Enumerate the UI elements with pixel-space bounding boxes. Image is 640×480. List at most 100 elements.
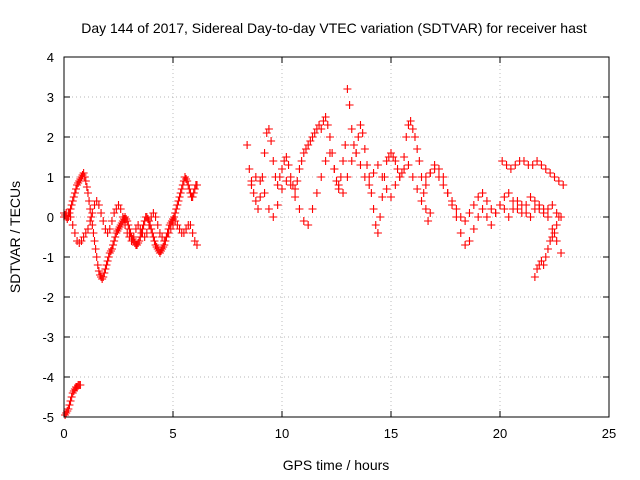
x-tick-label: 20 — [493, 426, 507, 441]
data-point — [400, 165, 409, 173]
data-point — [94, 267, 103, 275]
data-point — [69, 193, 78, 201]
data-point — [150, 237, 159, 245]
data-point — [465, 209, 474, 217]
data-point — [343, 85, 352, 93]
data-point — [264, 125, 273, 133]
data-point — [506, 165, 515, 173]
data-point — [86, 217, 95, 225]
data-point — [382, 157, 391, 165]
data-point — [121, 221, 130, 229]
data-point — [105, 225, 114, 233]
data-point — [373, 229, 382, 237]
data-point — [456, 229, 465, 237]
data-point — [413, 185, 422, 193]
data-point — [192, 181, 201, 189]
data-point — [415, 157, 424, 165]
data-point — [134, 221, 143, 229]
data-point — [554, 213, 563, 221]
data-point — [543, 213, 552, 221]
data-point — [404, 121, 413, 129]
data-point — [478, 205, 487, 213]
data-point — [86, 205, 95, 213]
data-point — [116, 205, 125, 213]
data-point — [308, 133, 317, 141]
data-point — [106, 247, 115, 255]
data-point — [312, 189, 321, 197]
data-point — [262, 129, 271, 137]
data-point — [469, 225, 478, 233]
data-point — [188, 229, 197, 237]
data-point — [75, 239, 84, 247]
data-point — [91, 245, 100, 253]
data-point — [103, 229, 112, 237]
y-tick-label: 0 — [47, 210, 54, 225]
data-point — [301, 145, 310, 153]
y-tick-label: -2 — [42, 290, 54, 305]
data-point — [522, 201, 531, 209]
data-point — [552, 209, 561, 217]
data-point — [278, 165, 286, 173]
data-point — [339, 189, 348, 197]
data-point — [356, 161, 365, 169]
data-point — [367, 189, 376, 197]
data-point — [528, 161, 537, 169]
data-point — [430, 165, 439, 173]
data-point — [70, 229, 79, 237]
data-point — [145, 221, 154, 229]
data-point — [358, 129, 367, 137]
data-point — [554, 177, 563, 185]
data-point — [159, 243, 168, 251]
data-point — [182, 175, 191, 183]
data-point — [469, 201, 478, 209]
data-point — [186, 221, 195, 229]
data-point — [247, 181, 256, 189]
data-point — [498, 157, 507, 165]
data-point — [491, 209, 500, 217]
data-point — [419, 189, 428, 197]
data-point — [321, 157, 330, 165]
data-point — [256, 193, 265, 201]
data-point — [76, 381, 85, 389]
data-point — [71, 185, 80, 193]
data-point — [349, 141, 358, 149]
data-point — [65, 401, 74, 409]
data-point — [487, 205, 496, 213]
data-point — [408, 125, 417, 133]
data-point — [517, 209, 526, 217]
data-point — [142, 229, 151, 237]
data-point — [153, 221, 162, 229]
data-point — [67, 393, 76, 401]
data-point — [482, 197, 491, 205]
data-point — [173, 221, 182, 229]
data-point — [64, 405, 73, 413]
data-point — [81, 229, 90, 237]
data-point — [548, 225, 557, 233]
data-point — [147, 225, 156, 233]
data-point — [325, 133, 334, 141]
data-point — [315, 121, 324, 129]
data-point — [110, 237, 119, 245]
data-point — [88, 221, 97, 229]
data-point — [509, 197, 518, 205]
data-point — [155, 229, 164, 237]
data-point — [149, 209, 158, 217]
y-tick-label: 3 — [47, 90, 54, 105]
data-point — [546, 237, 555, 245]
data-point — [77, 237, 86, 245]
data-point — [192, 241, 201, 249]
data-point — [286, 181, 295, 189]
data-point — [99, 217, 108, 225]
data-point — [280, 157, 289, 165]
data-point — [160, 237, 169, 245]
data-point — [533, 265, 542, 273]
data-point — [176, 189, 185, 197]
data-point — [179, 229, 188, 237]
y-tick-label: 1 — [47, 170, 54, 185]
data-point — [100, 269, 109, 277]
data-point — [557, 249, 566, 257]
y-tick-label: -3 — [42, 330, 54, 345]
data-point — [541, 165, 550, 173]
data-point — [389, 153, 398, 161]
